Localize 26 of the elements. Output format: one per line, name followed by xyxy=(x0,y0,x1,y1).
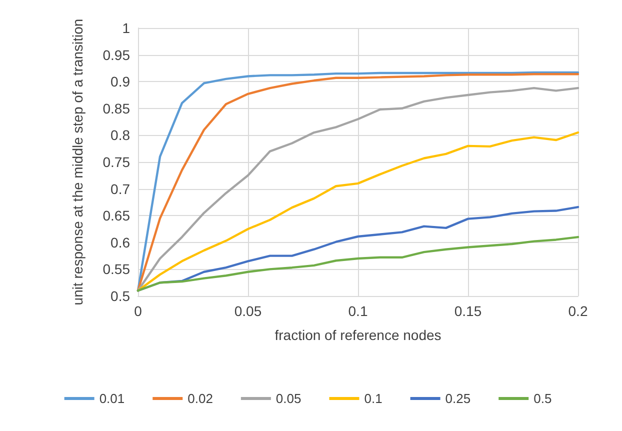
legend-label: 0.01 xyxy=(99,391,125,406)
y-tick-label: 0.55 xyxy=(102,261,130,278)
y-tick-label: 1 xyxy=(122,20,130,36)
x-tick-label: 0.2 xyxy=(568,303,588,319)
line-series xyxy=(136,236,580,292)
x-tick-label: 0.15 xyxy=(454,303,482,319)
y-tick-label: 0.95 xyxy=(102,46,130,63)
y-tick-label: 0.6 xyxy=(110,234,130,250)
legend-label: 0.05 xyxy=(276,391,302,406)
y-tick-label: 0.75 xyxy=(102,154,130,170)
y-tick-label: 0.65 xyxy=(102,208,130,224)
y-tick-label: 0.7 xyxy=(110,180,130,197)
legend-label: 0.02 xyxy=(188,391,213,406)
y-tick-label: 0.5 xyxy=(110,288,130,304)
y-tick-label: 0.8 xyxy=(110,127,130,144)
x-axis-title: fraction of reference nodes xyxy=(274,327,442,343)
x-tick-label: 0 xyxy=(134,303,142,319)
legend-label: 0.5 xyxy=(534,391,552,406)
y-tick-label: 0.9 xyxy=(110,74,130,90)
x-tick-label: 0.05 xyxy=(234,303,262,319)
y-tick-label: 0.85 xyxy=(102,100,130,116)
y-axis-title: unit response at the middle step of a transition xyxy=(70,18,86,306)
legend-label: 0.1 xyxy=(364,391,382,406)
x-tick-label: 0.1 xyxy=(348,303,368,319)
legend-label: 0.25 xyxy=(445,391,471,406)
line-series xyxy=(136,131,580,292)
